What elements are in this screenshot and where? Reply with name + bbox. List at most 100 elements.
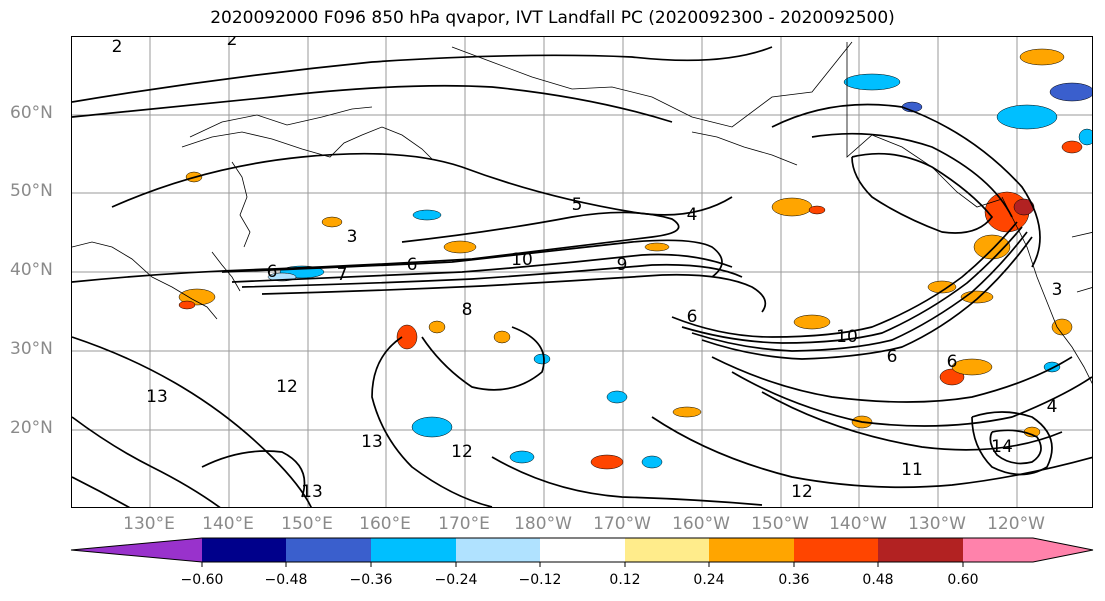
colorbar-segment	[963, 538, 1093, 562]
contour-label: 12	[791, 482, 813, 502]
colorbar-segment	[71, 538, 202, 562]
qvapor-region	[843, 73, 901, 91]
contour-label: 6	[407, 255, 418, 275]
lon-label: 130°E	[123, 514, 175, 534]
contour-label: 12	[276, 377, 298, 397]
contour-label: 3	[1052, 280, 1063, 300]
ivt-contour	[971, 411, 1053, 476]
contour-label: 13	[301, 482, 323, 502]
colorbar-segment	[794, 538, 878, 562]
qvapor-region	[606, 390, 628, 404]
coastline	[1001, 196, 1092, 384]
lat-label: 50°N	[10, 181, 53, 201]
qvapor-region	[396, 324, 418, 350]
colorbar-tick-label: 0.60	[947, 572, 979, 588]
ivt-contour	[701, 236, 1033, 360]
lon-label: 180°W	[514, 514, 572, 534]
qvapor-region	[808, 205, 826, 215]
qvapor-region	[939, 368, 965, 386]
coastline	[691, 131, 798, 166]
coastline	[72, 241, 218, 320]
coastline	[181, 126, 433, 160]
ivt-contour	[421, 326, 545, 391]
map-panel: 2 2 3 3 4 4 5 6 6 6 6 6 7 8 9 10 10 11 12 12 12 13 13 13 14	[71, 36, 1093, 508]
lat-label: 30°N	[10, 339, 53, 359]
qvapor-region	[411, 416, 453, 438]
contour-label: 13	[146, 387, 168, 407]
ivt-contour	[72, 46, 773, 103]
contour-label: 10	[511, 250, 533, 270]
ivt-contour	[671, 221, 1018, 338]
contour-label: 2	[227, 37, 238, 50]
ivt-contour	[72, 476, 131, 507]
contour-label: 12	[451, 442, 473, 462]
qvapor-region	[590, 454, 624, 470]
lat-label: 20°N	[10, 418, 53, 438]
colorbar-tick-label: 0.36	[778, 572, 810, 588]
qvapor-region	[1019, 48, 1065, 66]
ivt-contour	[851, 152, 994, 234]
qvapor-region	[951, 358, 993, 376]
ivt-contour	[771, 103, 1041, 268]
lon-label: 150°E	[281, 514, 333, 534]
ivt-contour	[711, 356, 1073, 403]
coastline	[189, 106, 373, 138]
coastline	[846, 42, 1003, 208]
qvapor-region	[533, 353, 551, 365]
ivt-contour	[72, 336, 312, 507]
qvapor-region	[428, 320, 446, 334]
ivt-contour	[681, 226, 1023, 344]
qvapor-region	[1049, 82, 1092, 102]
qvapor-region	[1061, 140, 1083, 154]
lon-label: 150°W	[751, 514, 809, 534]
contour-label: 13	[361, 432, 383, 452]
coastlines	[72, 41, 1092, 384]
qvapor-region	[412, 209, 442, 221]
ivt-contour	[72, 211, 680, 283]
colorbar-tick-label: −0.36	[349, 572, 393, 588]
lon-label: 170°E	[438, 514, 490, 534]
ivt-contour	[72, 416, 221, 507]
qvapor-region	[178, 300, 196, 310]
contour-label: 7	[337, 265, 348, 285]
lon-label: 120°W	[987, 514, 1045, 534]
ivt-contour	[811, 132, 1013, 218]
qvapor-shading	[178, 48, 1092, 470]
ivt-contour	[371, 336, 493, 507]
qvapor-region	[493, 330, 511, 344]
lat-label: 60°N	[10, 103, 53, 123]
colorbar-segment	[286, 538, 371, 562]
contour-label: 14	[991, 437, 1013, 457]
ivt-contour	[201, 450, 306, 498]
contour-label: 6	[947, 352, 958, 372]
qvapor-region	[672, 406, 702, 418]
lon-label: 140°E	[202, 514, 254, 534]
colorbar-segment	[540, 538, 625, 562]
colorbar-segment	[202, 538, 286, 562]
ivt-contour	[72, 84, 673, 123]
ivt-contour	[691, 231, 1028, 352]
ivt-contour	[231, 253, 733, 283]
colorbar-tick-label: 0.12	[609, 572, 641, 588]
lat-label: 40°N	[10, 260, 53, 280]
contour-label: 11	[901, 460, 923, 480]
ivt-contour	[761, 391, 1063, 451]
ivt-contour	[261, 273, 767, 313]
qvapor-region	[996, 104, 1058, 130]
contour-label: 4	[1047, 397, 1058, 417]
lon-label: 130°W	[908, 514, 966, 534]
qvapor-region	[1078, 128, 1092, 146]
ivt-contour	[221, 239, 723, 278]
coastline	[451, 41, 853, 128]
colorbar-tick-label: 0.48	[862, 572, 894, 588]
colorbar-segment	[878, 538, 963, 562]
map-title: 2020092000 F096 850 hPa qvapor, IVT Land…	[210, 8, 895, 28]
contour-label: 8	[462, 300, 473, 320]
lon-label: 140°W	[829, 514, 887, 534]
contour-label: 2	[112, 37, 123, 57]
contour-labels: 2 2 3 3 4 4 5 6 6 6 6 6 7 8 9 10 10 11 12 12 12 13 13 13 14	[112, 37, 1063, 502]
colorbar-segment	[456, 538, 540, 562]
lon-label: 160°E	[359, 514, 411, 534]
qvapor-region	[321, 216, 343, 228]
